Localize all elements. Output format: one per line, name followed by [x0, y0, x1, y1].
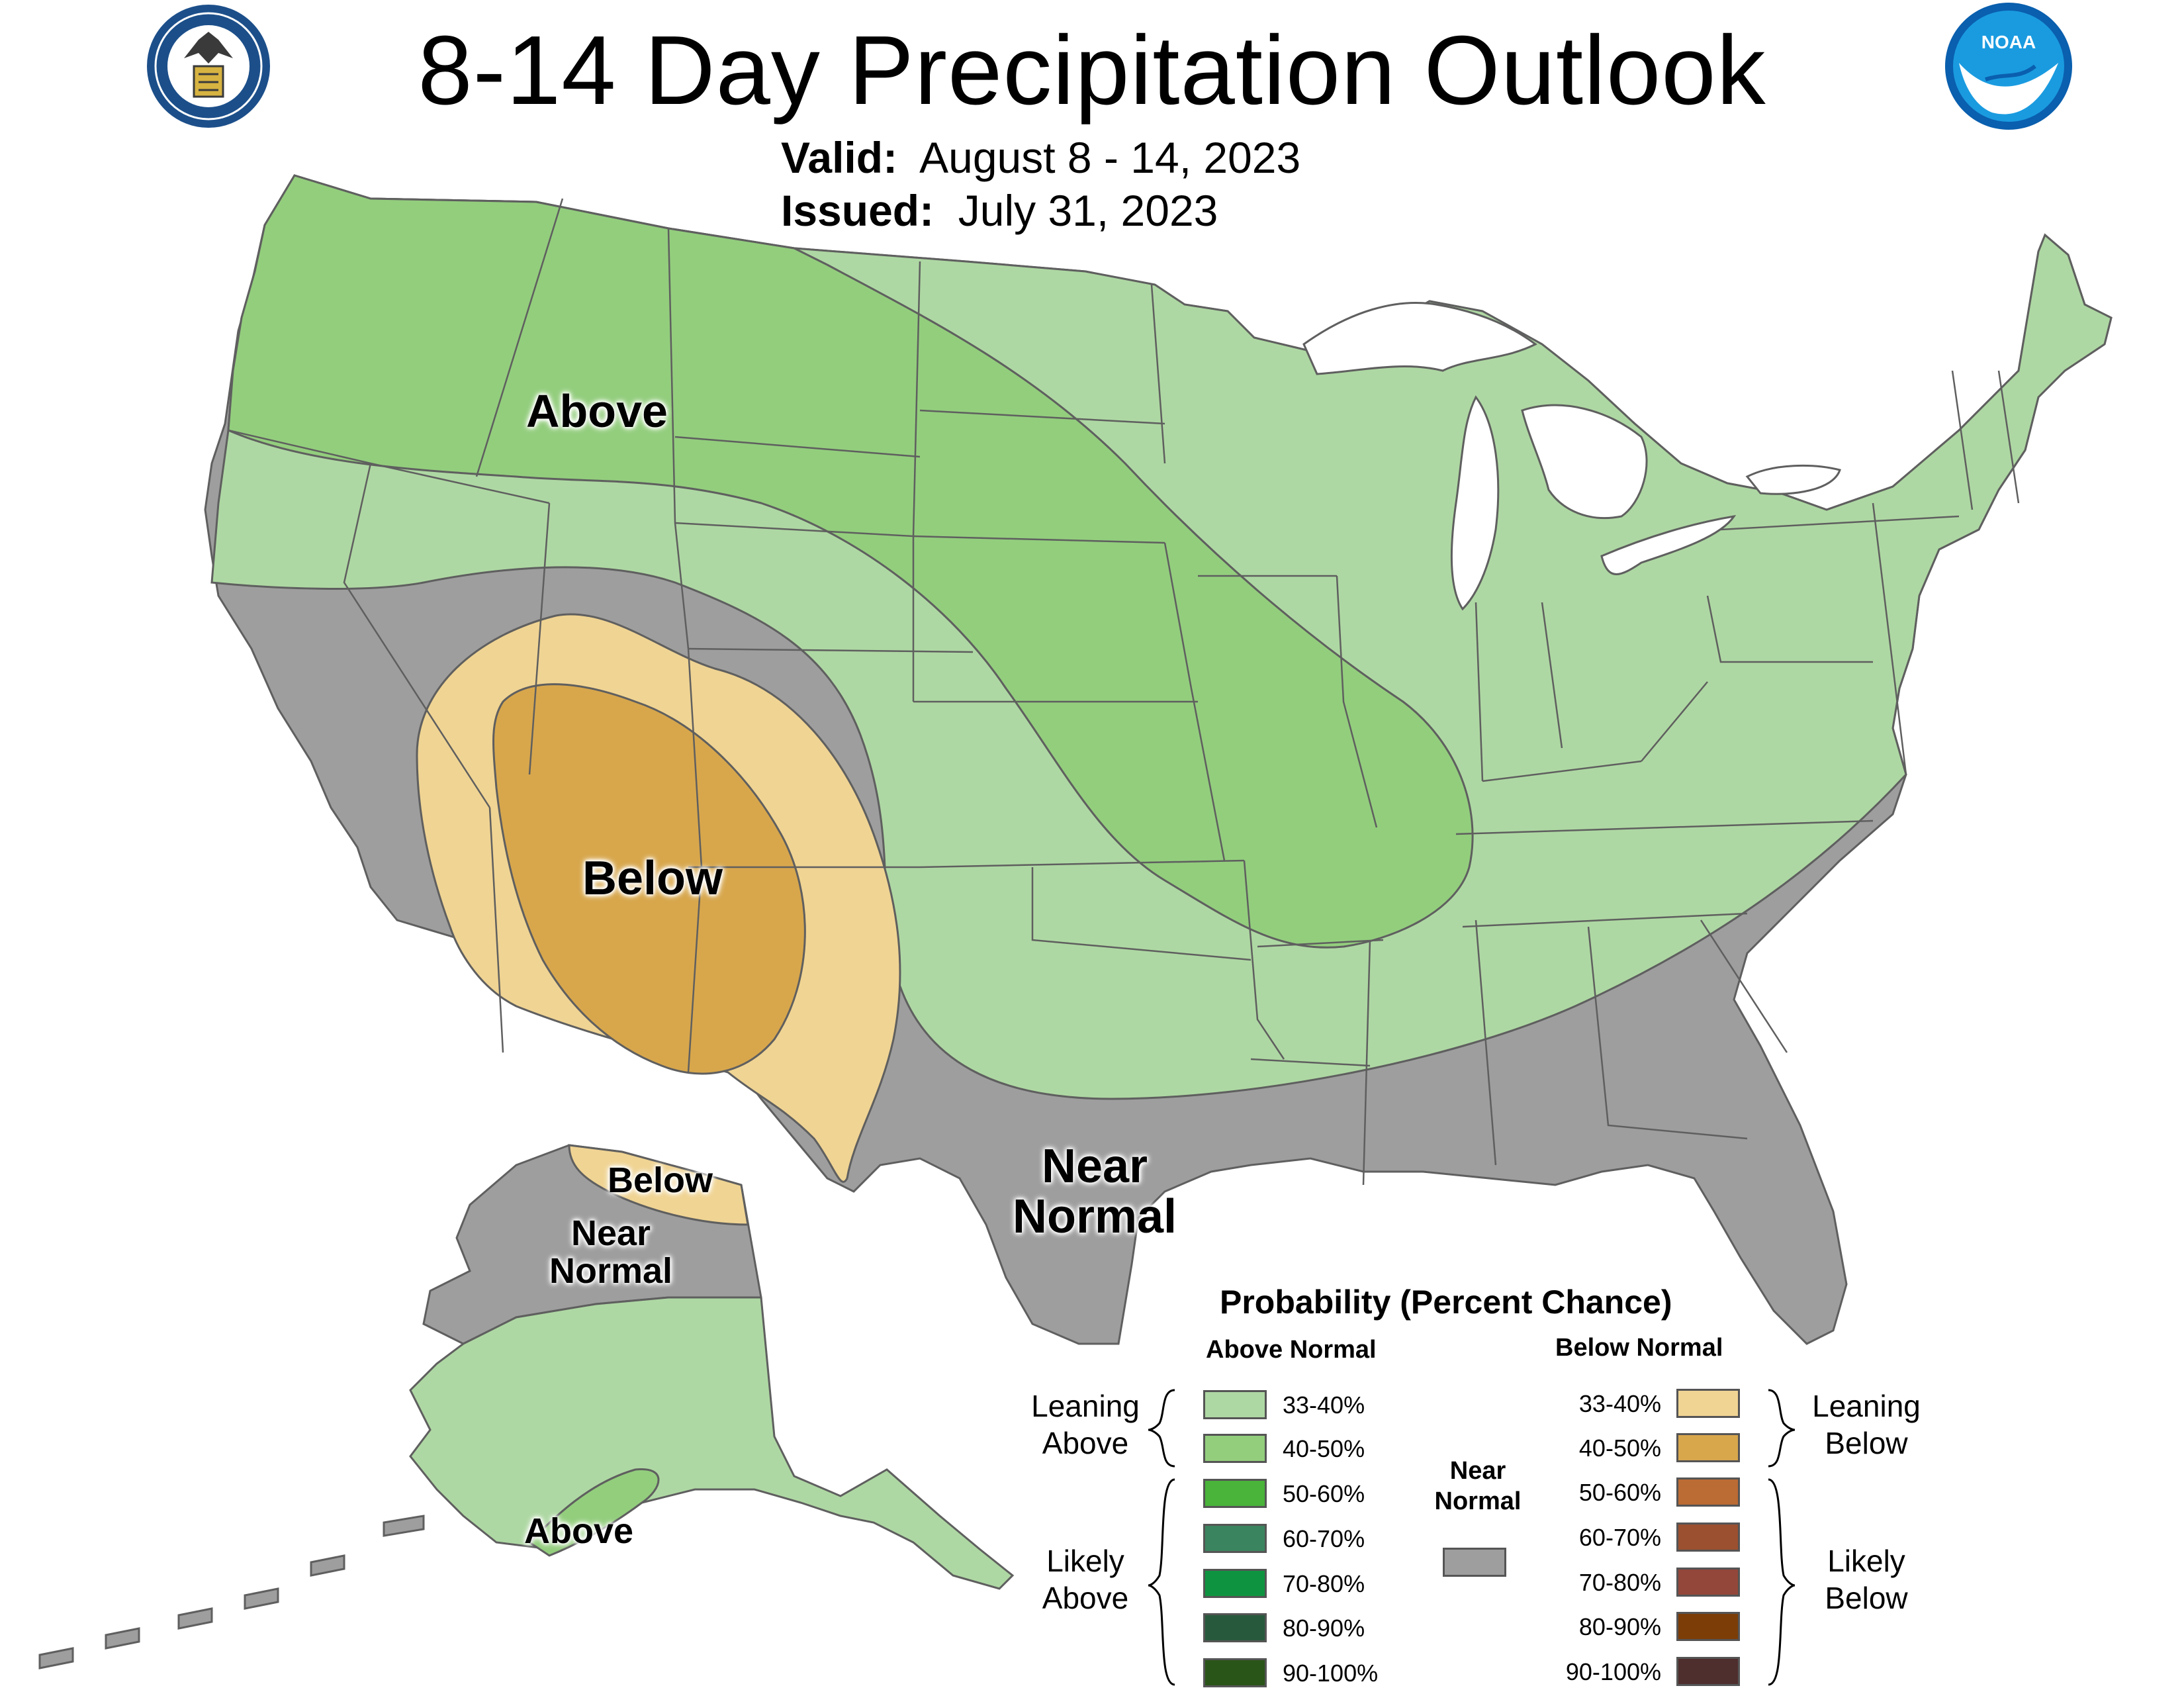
conus-near-label-1: Near — [1041, 1140, 1148, 1193]
alaska-near-label-1: Near — [570, 1213, 651, 1253]
alaska-near-label-2: Normal — [549, 1250, 673, 1291]
swatch-above-90-100 — [1203, 1658, 1267, 1687]
below-range-70-80: 70-80% — [1578, 1569, 1661, 1596]
swatch-below-40-50 — [1676, 1433, 1740, 1462]
conus-below-40-50-area — [492, 683, 806, 1075]
valid-label: Valid: — [781, 133, 898, 182]
above-range-40-50: 40-50% — [1283, 1435, 1365, 1462]
above-range-60-70: 60-70% — [1283, 1525, 1365, 1552]
above-range-80-90: 80-90% — [1283, 1615, 1365, 1642]
legend-title: Probability (Percent Chance) — [1220, 1284, 1672, 1321]
brace-leaning-above — [1148, 1389, 1175, 1468]
brace-leaning-below — [1768, 1389, 1796, 1468]
swatch-below-60-70 — [1676, 1523, 1740, 1552]
likely-above-2: Above — [1042, 1581, 1129, 1616]
issued-label: Issued: — [781, 186, 934, 235]
conus-above-label: Above — [526, 385, 668, 437]
department-of-commerce-seal-icon — [143, 1, 274, 132]
swatch-above-80-90 — [1203, 1613, 1267, 1642]
page-title: 8-14 Day Precipitation Outlook — [418, 16, 1766, 125]
valid-value: August 8 - 14, 2023 — [919, 133, 1301, 182]
valid-line: Valid: August 8 - 14, 2023 — [781, 132, 1300, 183]
legend-likely-below: Likely Below — [1800, 1542, 1933, 1617]
below-range-50-60: 50-60% — [1578, 1479, 1661, 1506]
alaska-above-40-50-area — [527, 1468, 660, 1557]
legend-leaning-below: Leaning Below — [1800, 1387, 1933, 1462]
below-range-33-40: 33-40% — [1578, 1390, 1661, 1417]
great-lakes — [1302, 302, 1841, 611]
issued-value: July 31, 2023 — [958, 186, 1218, 235]
swatch-below-90-100 — [1676, 1657, 1740, 1686]
lake-huron — [1521, 404, 1648, 520]
conus-near-normal-label: Near Normal — [1013, 1140, 1177, 1243]
below-range-40-50: 40-50% — [1578, 1434, 1661, 1462]
below-range-60-70: 60-70% — [1578, 1524, 1661, 1551]
swatch-above-40-50 — [1203, 1434, 1267, 1463]
likely-below-2: Below — [1825, 1581, 1908, 1616]
legend-below-header: Below Normal — [1555, 1334, 1723, 1362]
noaa-logo-icon — [1945, 3, 2072, 130]
above-range-33-40: 33-40% — [1283, 1391, 1365, 1419]
alaska-above-label: Above — [524, 1511, 634, 1551]
conus-above-40-50-area — [227, 174, 1474, 949]
conus-near-label-2: Normal — [1013, 1190, 1177, 1243]
leaning-above-1: Leaning — [1031, 1389, 1140, 1423]
conus-below-label: Below — [582, 852, 723, 905]
legend-near-normal-label: Near Normal — [1422, 1456, 1534, 1517]
likely-above-1: Likely — [1046, 1544, 1124, 1578]
leaning-below-1: Leaning — [1812, 1389, 1921, 1423]
swatch-above-60-70 — [1203, 1524, 1267, 1553]
alaska — [38, 1144, 1015, 1669]
below-range-80-90: 80-90% — [1578, 1613, 1661, 1640]
legend-near-label-2: Normal — [1434, 1487, 1522, 1515]
swatch-near-normal — [1443, 1548, 1506, 1577]
lake-superior — [1302, 302, 1537, 375]
swatch-below-33-40 — [1676, 1389, 1740, 1418]
leaning-above-2: Above — [1042, 1426, 1129, 1461]
brace-likely-above — [1148, 1478, 1175, 1686]
below-range-90-100: 90-100% — [1565, 1658, 1661, 1685]
leaning-below-2: Below — [1825, 1426, 1908, 1461]
lake-michigan — [1450, 395, 1500, 611]
swatch-above-70-80 — [1203, 1569, 1267, 1598]
alaska-near-normal-label: Near Normal — [549, 1215, 672, 1289]
above-range-70-80: 70-80% — [1283, 1570, 1365, 1597]
noaa-logo-text: NOAA — [1981, 32, 2036, 52]
lake-erie — [1600, 514, 1737, 575]
above-range-50-60: 50-60% — [1283, 1480, 1365, 1507]
legend-likely-above: Likely Above — [1019, 1542, 1152, 1617]
swatch-above-33-40 — [1203, 1390, 1267, 1419]
lake-ontario — [1745, 464, 1841, 495]
swatch-below-70-80 — [1676, 1568, 1740, 1597]
swatch-below-80-90 — [1676, 1612, 1740, 1641]
swatch-below-50-60 — [1676, 1477, 1740, 1507]
legend-above-header: Above Normal — [1206, 1336, 1377, 1364]
alaska-below-33-40-area — [568, 1144, 749, 1226]
issued-line: Issued: July 31, 2023 — [781, 185, 1218, 236]
alaska-aleutians — [38, 1515, 425, 1669]
legend-leaning-above: Leaning Above — [1019, 1387, 1152, 1462]
state-boundaries — [228, 198, 2020, 1186]
likely-below-1: Likely — [1827, 1544, 1905, 1578]
brace-likely-below — [1768, 1478, 1796, 1686]
swatch-above-50-60 — [1203, 1479, 1267, 1508]
legend-near-label-1: Near — [1449, 1457, 1506, 1485]
above-range-90-100: 90-100% — [1283, 1660, 1379, 1687]
alaska-below-label: Below — [608, 1160, 713, 1200]
